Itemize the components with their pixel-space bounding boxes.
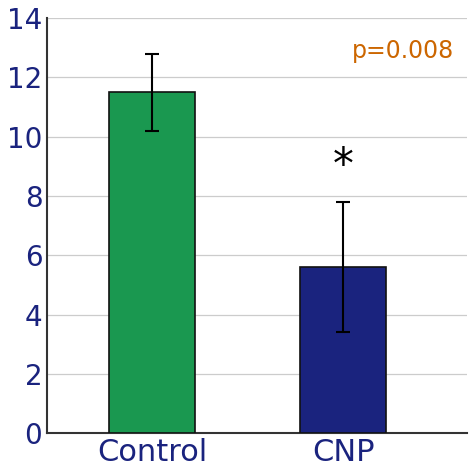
Bar — [109, 92, 195, 433]
Text: *: * — [333, 145, 354, 187]
Text: p=0.008: p=0.008 — [352, 39, 455, 63]
Bar — [300, 267, 386, 433]
